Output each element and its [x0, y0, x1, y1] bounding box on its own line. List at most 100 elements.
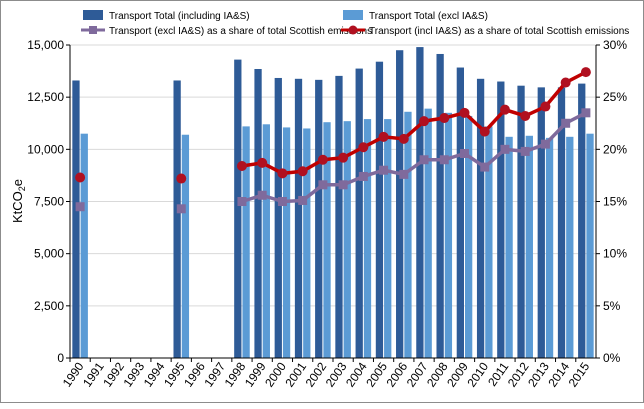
point-incl-share [297, 166, 308, 177]
bar-incl-ias [315, 79, 323, 358]
y-axis-label-subscript: 2 [17, 186, 27, 191]
point-incl-share [479, 126, 490, 137]
bar-excl-ias [566, 136, 574, 358]
legend-swatch-excl-bar [343, 10, 363, 20]
point-excl-share [318, 180, 328, 190]
point-incl-share [176, 173, 187, 184]
point-incl-share [459, 107, 470, 118]
bar-excl-ias [424, 108, 432, 358]
legend-label-incl-line: Transport (incl IA&S) as a share of tota… [369, 26, 629, 37]
bars-excl-ias [80, 108, 594, 359]
bar-excl-ias [181, 134, 190, 358]
y-tick-label: 0 [57, 351, 64, 365]
bar-incl-ias [517, 85, 525, 358]
bar-incl-ias [537, 87, 545, 358]
point-incl-share [560, 77, 571, 88]
bar-excl-ias [586, 133, 594, 358]
point-incl-share [257, 157, 268, 168]
y-tick-label: 7,500 [34, 195, 64, 209]
y-axis-left-ticks: 0 2,500 5,000 7,500 10,000 12,500 15,000 [27, 38, 70, 365]
point-excl-share [338, 180, 348, 190]
point-incl-share [520, 110, 531, 121]
bar-excl-ias [404, 111, 412, 358]
point-excl-share [419, 155, 429, 165]
point-excl-share [500, 144, 510, 154]
y2-tick-label: 25% [603, 90, 627, 104]
legend-label-excl-bar: Transport Total (excl IA&S) [369, 11, 488, 22]
point-incl-share [75, 172, 86, 183]
legend-label-excl-line: Transport (excl IA&S) as a share of tota… [109, 26, 372, 37]
point-excl-share [277, 197, 287, 206]
y2-tick-label: 5% [603, 299, 621, 313]
y-tick-label: 15,000 [27, 38, 64, 52]
bar-incl-ias [416, 47, 424, 358]
point-excl-share [379, 165, 389, 175]
legend: Transport Total (including IA&S) Transpo… [81, 10, 629, 37]
bar-incl-ias [173, 80, 181, 359]
point-excl-share [358, 171, 368, 181]
point-incl-share [338, 152, 349, 163]
bar-excl-ias [282, 127, 291, 358]
y-tick-label: 5,000 [34, 247, 64, 261]
point-excl-share [460, 149, 469, 159]
point-excl-share [540, 139, 550, 149]
bar-excl-ias [485, 126, 493, 358]
bar-incl-ias [335, 75, 343, 359]
bar-incl-ias [456, 67, 464, 358]
y2-tick-label: 15% [603, 195, 627, 209]
point-excl-share [561, 118, 571, 128]
y2-tick-label: 0% [603, 351, 621, 365]
point-incl-share [419, 116, 430, 127]
point-excl-share [298, 195, 308, 205]
bar-excl-ias [242, 126, 250, 358]
bar-excl-ias [80, 133, 88, 358]
y2-tick-label: 20% [603, 142, 627, 156]
bar-excl-ias [363, 119, 372, 359]
legend-label-incl-bar: Transport Total (including IA&S) [109, 11, 250, 22]
bar-incl-ias [72, 80, 80, 359]
line-excl-share [75, 108, 591, 214]
point-excl-share [257, 190, 267, 200]
point-incl-share [439, 113, 450, 124]
bar-excl-ias [465, 115, 473, 359]
bar-excl-ias [444, 112, 453, 358]
bar-incl-ias [396, 50, 404, 358]
point-excl-share [75, 202, 85, 212]
y2-tick-label: 10% [603, 247, 627, 261]
bar-incl-ias [355, 68, 363, 358]
bar-excl-ias [525, 135, 533, 358]
bar-excl-ias [505, 136, 513, 358]
y-tick-label: 10,000 [27, 142, 64, 156]
legend-marker-excl-line [89, 26, 97, 34]
point-incl-share [398, 133, 409, 144]
point-incl-share [317, 154, 328, 165]
point-excl-share [520, 146, 530, 156]
bar-excl-ias [545, 137, 554, 358]
bar-incl-ias [274, 77, 282, 358]
point-incl-share [580, 67, 591, 78]
bar-excl-ias [262, 124, 270, 358]
bar-incl-ias [234, 59, 242, 359]
y-tick-label: 2,500 [34, 299, 64, 313]
point-excl-share [399, 169, 409, 179]
bar-excl-ias [323, 122, 331, 358]
bar-incl-ias [497, 81, 505, 359]
bar-incl-ias [557, 87, 566, 358]
point-incl-share [236, 161, 247, 172]
point-incl-share [540, 101, 551, 112]
point-incl-share [358, 142, 369, 153]
bars-incl-ias [72, 47, 586, 359]
bar-incl-ias [436, 53, 444, 359]
bar-incl-ias [294, 78, 303, 358]
y-axis-right-ticks: 0% 5% 10% 15% 20% 25% 30% [596, 38, 627, 365]
bar-excl-ias [384, 119, 392, 359]
y-axis-label-suffix: e [10, 179, 25, 186]
bar-incl-ias [578, 83, 586, 358]
bar-excl-ias [303, 128, 311, 358]
bar-incl-ias [254, 68, 262, 358]
y2-tick-label: 30% [603, 38, 627, 52]
point-incl-share [277, 168, 288, 179]
point-excl-share [581, 108, 591, 118]
bar-incl-ias [375, 61, 384, 359]
